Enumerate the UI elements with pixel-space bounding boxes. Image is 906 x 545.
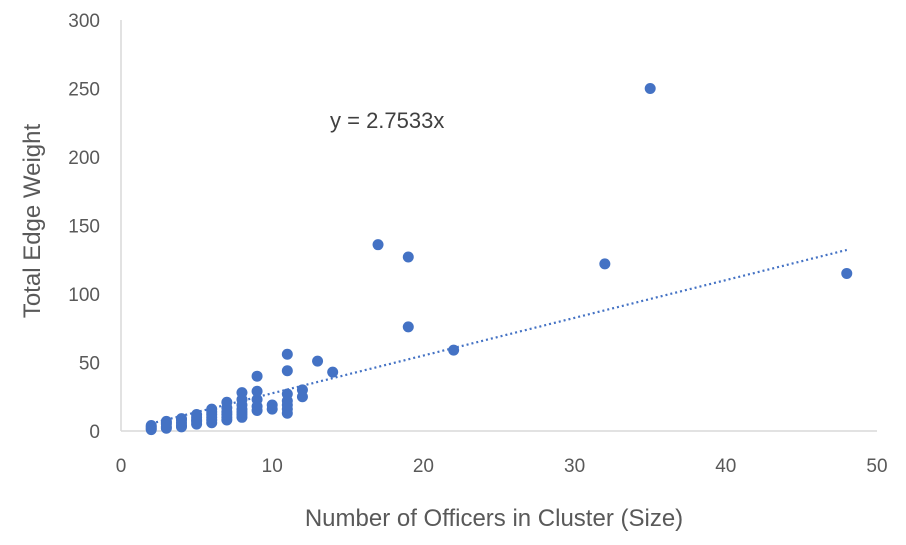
y-tick-label: 200 xyxy=(68,148,100,169)
data-point xyxy=(312,355,324,367)
data-point xyxy=(266,399,278,411)
data-point xyxy=(402,251,414,263)
data-points xyxy=(145,83,853,436)
x-tick-label: 40 xyxy=(715,456,736,477)
data-point xyxy=(448,344,460,356)
x-tick-labels: 0 10 20 30 40 50 xyxy=(116,456,888,477)
data-point xyxy=(372,239,384,251)
data-point xyxy=(160,415,172,427)
y-axis-title: Total Edge Weight xyxy=(19,123,46,318)
data-point xyxy=(281,348,293,360)
data-point xyxy=(206,403,218,415)
x-tick-label: 30 xyxy=(564,456,585,477)
data-point xyxy=(251,393,263,405)
data-point xyxy=(281,388,293,400)
data-point xyxy=(327,366,339,378)
data-point xyxy=(175,413,187,425)
x-tick-label: 20 xyxy=(413,456,434,477)
data-point xyxy=(841,267,853,279)
data-point xyxy=(251,370,263,382)
trendline-equation: y = 2.7533x xyxy=(330,108,444,133)
y-tick-label: 300 xyxy=(68,11,100,32)
data-point xyxy=(644,83,656,94)
y-tick-label: 100 xyxy=(68,285,100,306)
x-tick-label: 0 xyxy=(116,456,127,477)
data-point xyxy=(402,321,414,333)
y-tick-label: 50 xyxy=(79,354,100,375)
data-point xyxy=(251,385,263,397)
x-tick-label: 50 xyxy=(866,456,887,477)
data-point xyxy=(236,387,248,399)
data-point xyxy=(191,409,203,421)
x-tick-label: 10 xyxy=(262,456,283,477)
data-point xyxy=(296,384,308,396)
data-point xyxy=(281,365,293,377)
data-point xyxy=(221,396,233,408)
y-tick-label: 150 xyxy=(68,217,100,238)
y-tick-label: 0 xyxy=(89,422,100,443)
x-axis-title: Number of Officers in Cluster (Size) xyxy=(305,505,683,532)
data-point xyxy=(145,420,157,432)
y-tick-label: 250 xyxy=(68,80,100,101)
data-point xyxy=(599,258,611,270)
y-tick-labels: 0 50 100 150 200 250 300 xyxy=(68,11,100,443)
